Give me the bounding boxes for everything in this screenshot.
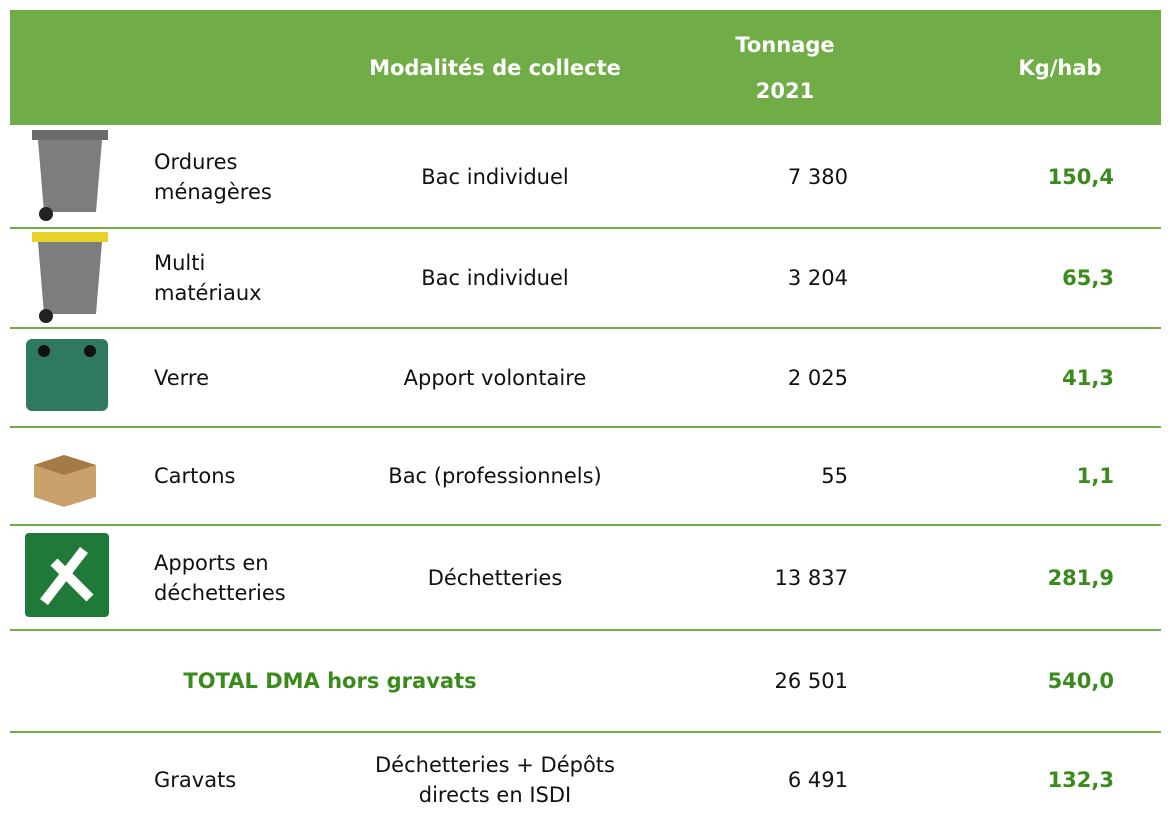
row-kg: 65,3 bbox=[900, 228, 1114, 328]
row-kg: 132,3 bbox=[900, 732, 1114, 827]
text-line: Verre bbox=[154, 363, 334, 393]
row-tonnage: 7 380 bbox=[660, 125, 848, 228]
row-name: Verre bbox=[154, 328, 334, 427]
icon-yellow-bin bbox=[28, 230, 112, 325]
icon-dechetterie bbox=[24, 532, 110, 618]
page: Modalités de collecte Tonnage2021 Kg/hab Or… bbox=[0, 0, 1171, 827]
text-line: 2021 bbox=[756, 68, 814, 114]
text-line: Bac individuel bbox=[421, 263, 568, 293]
text-line: Bac (professionnels) bbox=[388, 461, 601, 491]
text-line: ménagères bbox=[154, 177, 334, 207]
row-label: TOTAL DMA hors gravats bbox=[150, 630, 510, 732]
row-modalite: Apport volontaire bbox=[330, 328, 660, 427]
row-kg: 41,3 bbox=[900, 328, 1114, 427]
row-tonnage: 55 bbox=[660, 427, 848, 525]
text-line: Bac individuel bbox=[421, 162, 568, 192]
row-separator bbox=[10, 629, 1161, 631]
icon-glass-container bbox=[24, 335, 110, 415]
text-line: Gravats bbox=[154, 765, 334, 795]
icon-grey-bin bbox=[28, 128, 112, 223]
row-separator bbox=[10, 327, 1161, 329]
text-line: matériaux bbox=[154, 278, 334, 308]
header-modalites: Modalités de collecte bbox=[330, 10, 660, 125]
row-separator bbox=[10, 227, 1161, 229]
text-line: Déchetteries + Dépôts bbox=[375, 750, 615, 780]
text-line: Apports en bbox=[154, 548, 334, 578]
text-line: Ordures bbox=[154, 147, 334, 177]
row-separator bbox=[10, 731, 1161, 733]
row-kg: 540,0 bbox=[900, 630, 1114, 732]
row-separator bbox=[10, 426, 1161, 428]
row-modalite: Bac (professionnels) bbox=[330, 427, 660, 525]
text-line: Multi bbox=[154, 248, 334, 278]
row-modalite: Bac individuel bbox=[330, 125, 660, 228]
icon-cardboard bbox=[22, 445, 106, 510]
text-line: Tonnage bbox=[735, 22, 834, 68]
text-line: déchetteries bbox=[154, 578, 334, 608]
row-modalite: Déchetteries bbox=[330, 525, 660, 630]
row-tonnage: 3 204 bbox=[660, 228, 848, 328]
row-name: Cartons bbox=[154, 427, 334, 525]
header-kg: Kg/hab bbox=[960, 10, 1160, 125]
row-tonnage: 26 501 bbox=[660, 630, 848, 732]
text-line: Déchetteries bbox=[428, 563, 563, 593]
row-kg: 150,4 bbox=[900, 125, 1114, 228]
row-modalite: Bac individuel bbox=[330, 228, 660, 328]
row-tonnage: 2 025 bbox=[660, 328, 848, 427]
text-line: directs en ISDI bbox=[419, 780, 571, 810]
row-tonnage: 13 837 bbox=[660, 525, 848, 630]
row-kg: 1,1 bbox=[900, 427, 1114, 525]
row-name: Gravats bbox=[154, 732, 334, 827]
row-kg: 281,9 bbox=[900, 525, 1114, 630]
row-separator bbox=[10, 524, 1161, 526]
text-line: Cartons bbox=[154, 461, 334, 491]
text-line: Apport volontaire bbox=[404, 363, 587, 393]
row-tonnage: 6 491 bbox=[660, 732, 848, 827]
